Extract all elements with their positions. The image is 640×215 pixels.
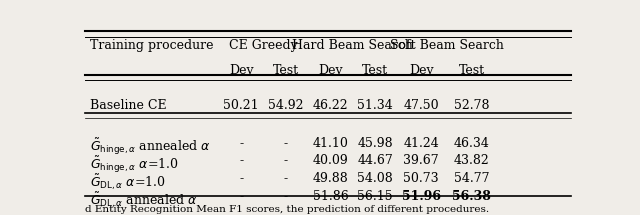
Text: 44.67: 44.67	[357, 154, 393, 167]
Text: Soft Beam Search: Soft Beam Search	[390, 39, 504, 52]
Text: -: -	[239, 190, 243, 203]
Text: 43.82: 43.82	[454, 154, 490, 167]
Text: Dev: Dev	[409, 64, 433, 77]
Text: 41.24: 41.24	[403, 137, 439, 150]
Text: Test: Test	[273, 64, 299, 77]
Text: Training procedure: Training procedure	[90, 39, 213, 52]
Text: 39.67: 39.67	[403, 154, 439, 167]
Text: -: -	[284, 137, 288, 150]
Text: -: -	[284, 190, 288, 203]
Text: 56.38: 56.38	[452, 190, 492, 203]
Text: $\tilde{G}_{\mathrm{hinge},\alpha}$ annealed $\alpha$: $\tilde{G}_{\mathrm{hinge},\alpha}$ anne…	[90, 137, 211, 157]
Text: 54.08: 54.08	[357, 172, 393, 185]
Text: 51.96: 51.96	[402, 190, 441, 203]
Text: 52.78: 52.78	[454, 100, 490, 112]
Text: 51.34: 51.34	[357, 100, 393, 112]
Text: Baseline CE: Baseline CE	[90, 100, 166, 112]
Text: Test: Test	[362, 64, 388, 77]
Text: 46.22: 46.22	[313, 100, 348, 112]
Text: Test: Test	[459, 64, 485, 77]
Text: -: -	[239, 154, 243, 167]
Text: Dev: Dev	[229, 64, 253, 77]
Text: 50.73: 50.73	[403, 172, 439, 185]
Text: $\tilde{G}_{\mathrm{DL},\alpha}$ $\alpha$=1.0: $\tilde{G}_{\mathrm{DL},\alpha}$ $\alpha…	[90, 172, 166, 192]
Text: 47.50: 47.50	[403, 100, 439, 112]
Text: -: -	[284, 172, 288, 185]
Text: -: -	[284, 154, 288, 167]
Text: 50.21: 50.21	[223, 100, 259, 112]
Text: $\tilde{G}_{\mathrm{DL},\alpha}$ annealed $\alpha$: $\tilde{G}_{\mathrm{DL},\alpha}$ anneale…	[90, 190, 198, 210]
Text: 49.88: 49.88	[312, 172, 348, 185]
Text: 40.09: 40.09	[312, 154, 348, 167]
Text: -: -	[239, 172, 243, 185]
Text: Dev: Dev	[318, 64, 343, 77]
Text: 51.86: 51.86	[312, 190, 348, 203]
Text: d Entity Recognition Mean F1 scores, the prediction of different procedures.: d Entity Recognition Mean F1 scores, the…	[85, 205, 489, 213]
Text: 46.34: 46.34	[454, 137, 490, 150]
Text: CE Greedy: CE Greedy	[229, 39, 298, 52]
Text: 56.15: 56.15	[357, 190, 393, 203]
Text: 45.98: 45.98	[357, 137, 393, 150]
Text: $\tilde{G}_{\mathrm{hinge},\alpha}$ $\alpha$=1.0: $\tilde{G}_{\mathrm{hinge},\alpha}$ $\al…	[90, 154, 179, 175]
Text: 54.92: 54.92	[268, 100, 303, 112]
Text: Hard Beam Search: Hard Beam Search	[292, 39, 413, 52]
Text: 54.77: 54.77	[454, 172, 490, 185]
Text: -: -	[239, 137, 243, 150]
Text: 41.10: 41.10	[312, 137, 348, 150]
